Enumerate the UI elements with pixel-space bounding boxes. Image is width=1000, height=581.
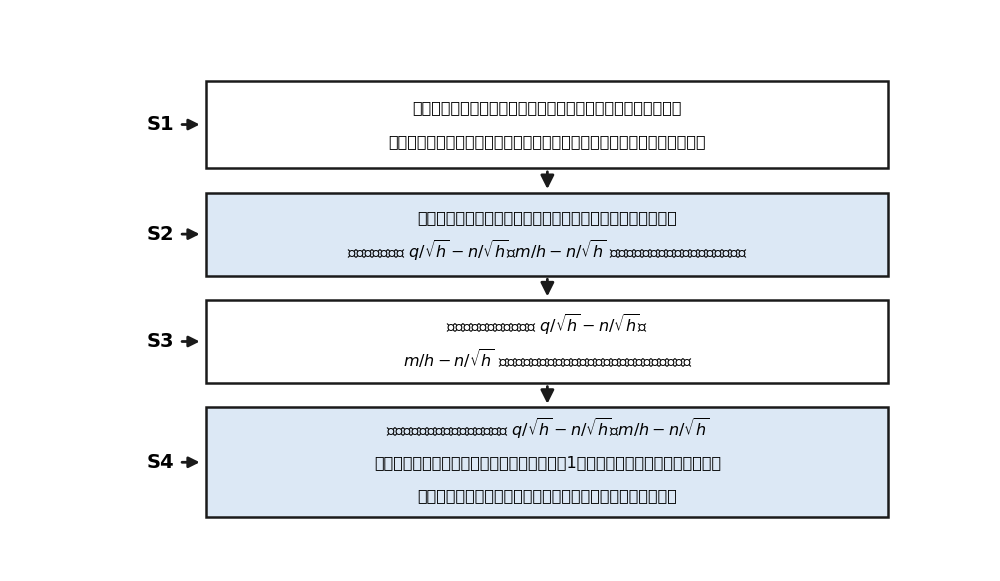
- Text: 采用非线性回归模型建立 $q/\sqrt{h}-n/\sqrt{h}$、: 采用非线性回归模型建立 $q/\sqrt{h}-n/\sqrt{h}$、: [446, 312, 648, 337]
- Text: 曲线上各特征工况点特征参数，从而确定步骤1中数学模型的待定系数，并在此基: 曲线上各特征工况点特征参数，从而确定步骤1中数学模型的待定系数，并在此基: [374, 455, 721, 470]
- Text: S2: S2: [146, 225, 174, 243]
- Text: 提取经改造后的 $q/\sqrt{h}-n/\sqrt{h}$、$m/h-n/\sqrt{h}$ 曲线上各特征工况点对应的特征参数值: 提取经改造后的 $q/\sqrt{h}-n/\sqrt{h}$、$m/h-n/\…: [347, 238, 748, 263]
- Text: S4: S4: [146, 453, 174, 472]
- Text: $m/h-n/\sqrt{h}$ 曲线上各特征工况点特征参数与比转速之间的关系函数: $m/h-n/\sqrt{h}$ 曲线上各特征工况点特征参数与比转速之间的关系函…: [403, 347, 692, 370]
- Text: S3: S3: [146, 332, 174, 351]
- Text: 通过上述关系函数得到任意比转速 $q/\sqrt{h}-n/\sqrt{h}$、$m/h-n/\sqrt{h}$: 通过上述关系函数得到任意比转速 $q/\sqrt{h}-n/\sqrt{h}$、…: [386, 416, 709, 441]
- Text: 基于离心泵稳定运行时的欧拉方程及叶轮处水流的流速三角形，: 基于离心泵稳定运行时的欧拉方程及叶轮处水流的流速三角形，: [413, 101, 682, 115]
- FancyBboxPatch shape: [206, 300, 888, 383]
- FancyBboxPatch shape: [206, 81, 888, 168]
- FancyBboxPatch shape: [206, 407, 888, 517]
- Text: 础上通过逆变换实现对任意比转速下离心泵全特性曲线的预测: 础上通过逆变换实现对任意比转速下离心泵全特性曲线的预测: [417, 489, 677, 503]
- Text: 收集多种比转速的离心泵全特性曲线数据，并进行改造变换，: 收集多种比转速的离心泵全特性曲线数据，并进行改造变换，: [417, 210, 677, 225]
- Text: 根据相似定律建立表征离心泵水头全特性关系、力矩全特性关系的数学模型: 根据相似定律建立表征离心泵水头全特性关系、力矩全特性关系的数学模型: [389, 134, 706, 149]
- FancyBboxPatch shape: [206, 193, 888, 275]
- Text: S1: S1: [146, 115, 174, 134]
